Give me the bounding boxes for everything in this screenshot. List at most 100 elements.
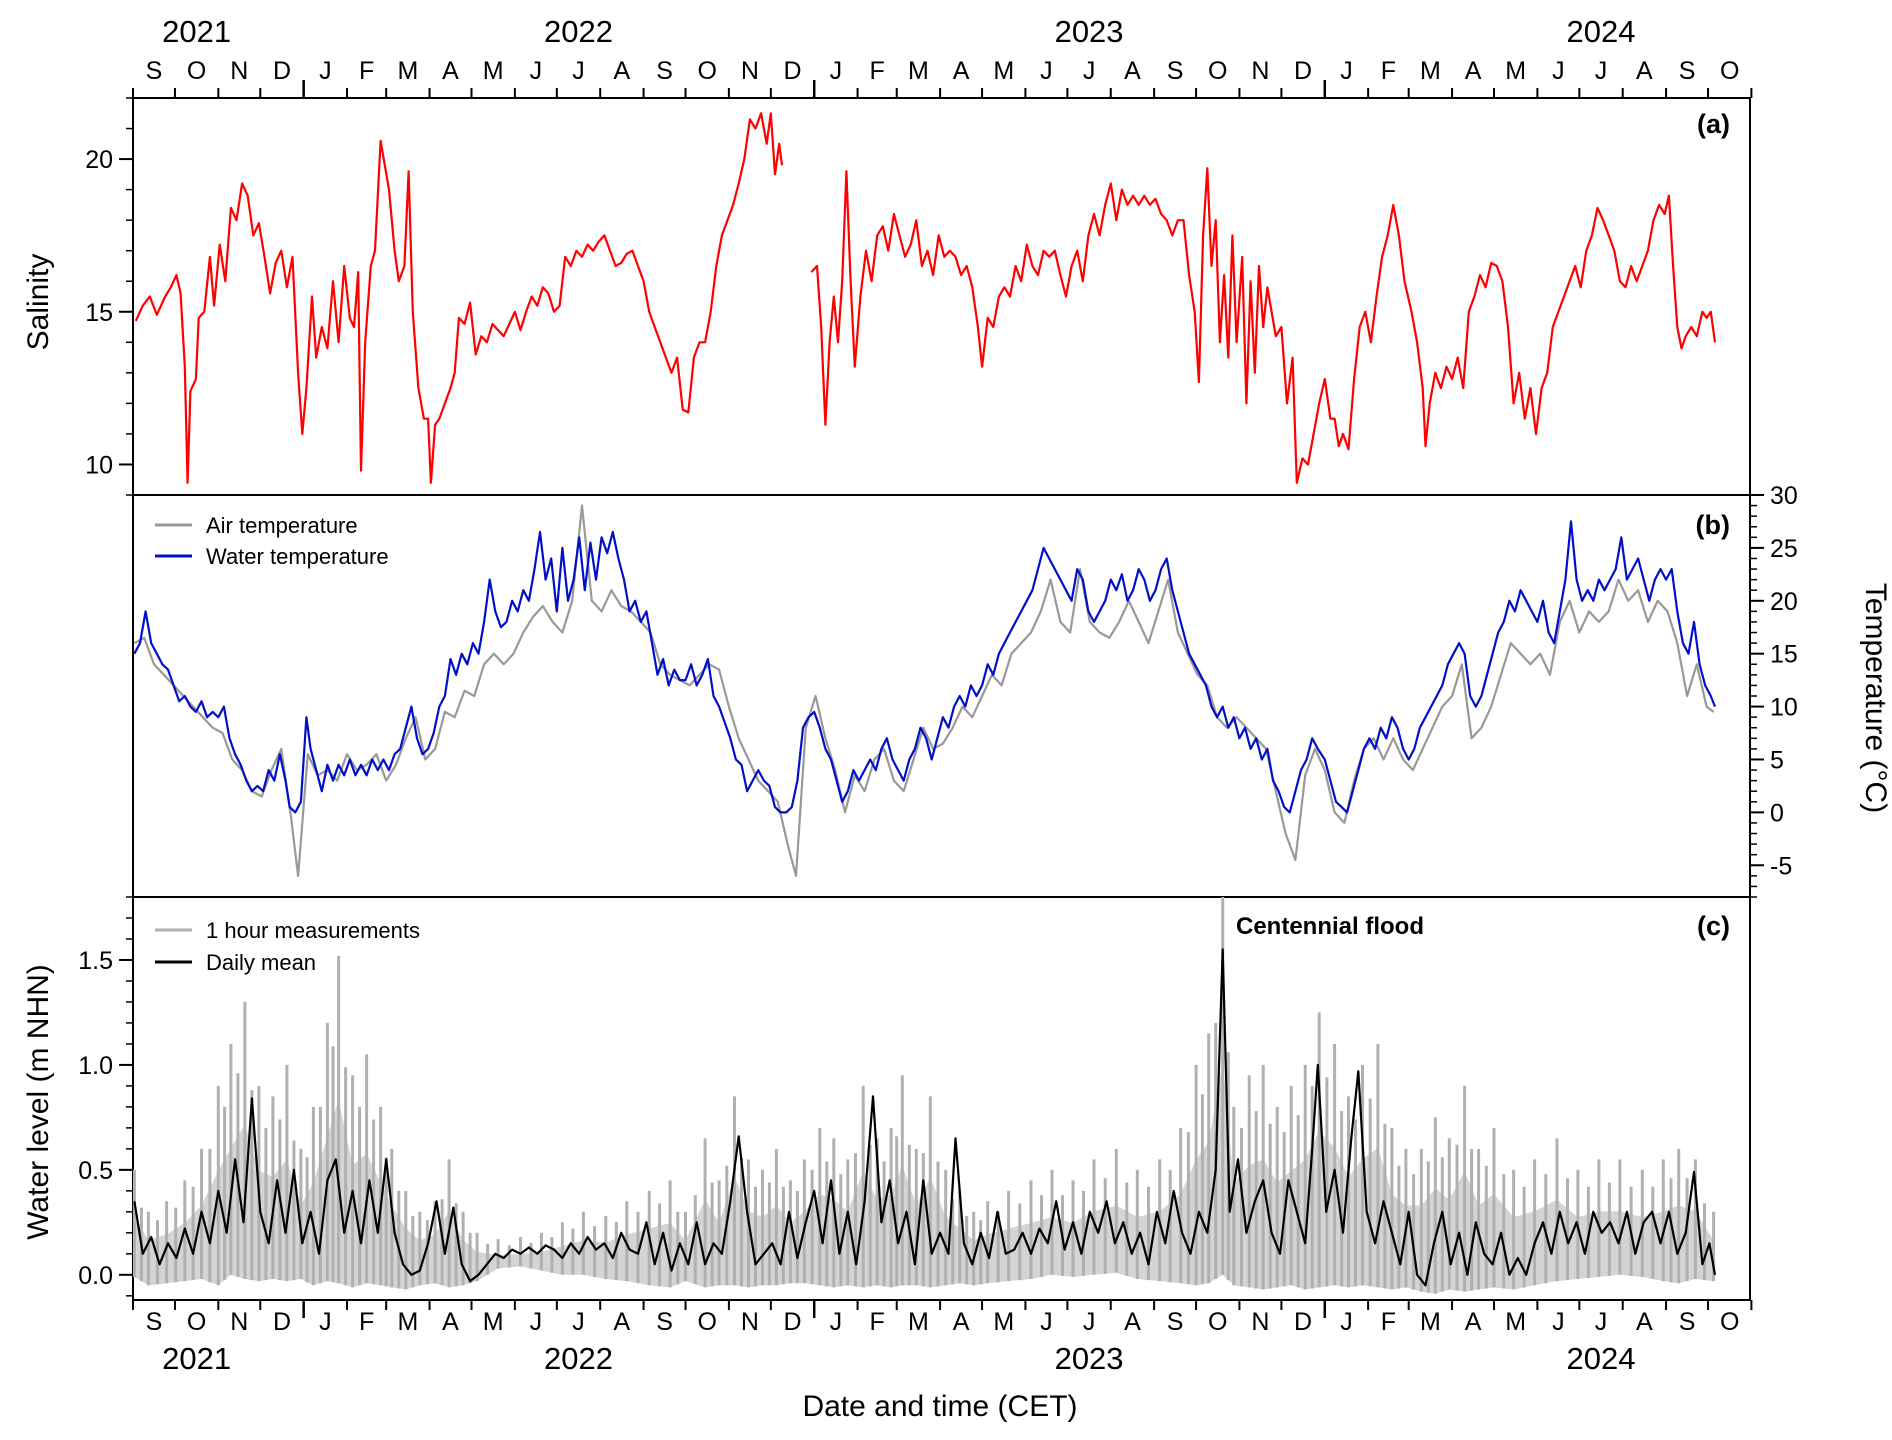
series-salinity-line: [134, 112, 1717, 484]
x-month-label-top: J: [830, 57, 843, 85]
x-month-label-top: O: [1720, 57, 1739, 85]
x-month-label-top: A: [614, 57, 631, 85]
x-month-label-bottom: M: [908, 1308, 929, 1336]
y-tick-label-b: 10: [1770, 694, 1798, 722]
x-month-label-bottom: J: [530, 1308, 543, 1336]
x-year-label-bottom: 2023: [1055, 1341, 1124, 1376]
x-month-label-bottom: J: [1595, 1308, 1608, 1336]
x-month-label-bottom: J: [830, 1308, 843, 1336]
series-water-temperature-line: [133, 520, 1717, 814]
x-month-label-bottom: M: [483, 1308, 504, 1336]
x-month-label-bottom: A: [442, 1308, 459, 1336]
x-month-label-top: S: [146, 57, 163, 85]
x-month-label-top: J: [1552, 57, 1565, 85]
y-tick-label-c: 0.5: [78, 1157, 113, 1185]
x-month-label-bottom: J: [1083, 1308, 1096, 1336]
x-year-label-bottom: 2022: [544, 1341, 613, 1376]
x-month-label-bottom: O: [1720, 1308, 1739, 1336]
x-month-label-top: N: [230, 57, 248, 85]
x-month-label-top: A: [1636, 57, 1653, 85]
x-month-label-top: O: [187, 57, 206, 85]
x-month-label-bottom: M: [1420, 1308, 1441, 1336]
y-tick-label-a: 15: [85, 299, 113, 327]
panel-frames: [132, 97, 1751, 1301]
x-month-label-bottom: A: [1636, 1308, 1653, 1336]
x-month-label-bottom: N: [1251, 1308, 1269, 1336]
y-axis-title-salinity: Salinity: [22, 254, 55, 351]
x-month-label-top: J: [1040, 57, 1053, 85]
x-month-label-top: J: [319, 57, 332, 85]
x-month-label-bottom: S: [146, 1308, 163, 1336]
x-month-label-bottom: S: [656, 1308, 673, 1336]
x-year-label-top: 2022: [544, 14, 613, 49]
x-month-label-bottom: J: [1340, 1308, 1353, 1336]
x-month-label-bottom: F: [359, 1308, 374, 1336]
panel-b-label: (b): [1696, 510, 1730, 540]
x-month-label-top: A: [442, 57, 459, 85]
x-month-label-bottom: A: [953, 1308, 970, 1336]
y-tick-label-b: 20: [1770, 588, 1798, 616]
annotation-centennial-flood: Centennial flood: [1236, 913, 1424, 940]
legend-water-temperature-label: Water temperature: [206, 544, 389, 569]
x-month-label-bottom: O: [697, 1308, 716, 1336]
x-month-label-bottom: M: [993, 1308, 1014, 1336]
x-month-label-top: F: [870, 57, 885, 85]
x-month-label-top: J: [572, 57, 585, 85]
x-month-label-bottom: D: [783, 1308, 801, 1336]
x-month-label-bottom: N: [230, 1308, 248, 1336]
x-month-label-top: A: [953, 57, 970, 85]
x-month-label-bottom: N: [741, 1308, 759, 1336]
x-month-label-top: N: [1251, 57, 1269, 85]
panel-a-series: [134, 112, 1717, 484]
panel-b-series: [133, 504, 1717, 877]
y-tick-label-a: 20: [85, 146, 113, 174]
x-month-label-bottom: J: [1040, 1308, 1053, 1336]
x-month-label-top: A: [1465, 57, 1482, 85]
x-month-label-top: S: [1167, 57, 1184, 85]
x-month-label-bottom: O: [187, 1308, 206, 1336]
x-month-label-top: A: [1124, 57, 1141, 85]
panel-c-frame: [132, 896, 1751, 1301]
x-month-label-top: J: [1083, 57, 1096, 85]
y-tick-label-c: 0.0: [78, 1262, 113, 1290]
legend-air-temperature-label: Air temperature: [206, 513, 358, 538]
x-month-label-top: M: [1505, 57, 1526, 85]
x-month-label-top: M: [908, 57, 929, 85]
x-month-label-top: D: [273, 57, 291, 85]
legend-water-level: 1 hour measurements Daily mean: [155, 918, 420, 975]
y-tick-label-b: -5: [1770, 852, 1792, 880]
axes: S O N D J F M A M J J A S O N D J F M A M J J A S O N D J F M A M J J A S O20…: [78, 14, 1798, 1376]
x-month-label-bottom: M: [1505, 1308, 1526, 1336]
x-month-label-top: S: [656, 57, 673, 85]
y-axis-title-temperature: Temperature (°C): [1859, 583, 1892, 813]
x-year-label-top: 2023: [1055, 14, 1124, 49]
x-month-label-bottom: J: [572, 1308, 585, 1336]
x-month-label-top: F: [359, 57, 374, 85]
panel-a-frame: [132, 97, 1751, 496]
x-month-label-top: F: [1381, 57, 1396, 85]
legend-daily-mean-label: Daily mean: [206, 950, 316, 975]
x-year-label-top: 2021: [162, 14, 231, 49]
x-month-label-bottom: J: [319, 1308, 332, 1336]
x-month-label-bottom: F: [1381, 1308, 1396, 1336]
x-month-label-top: M: [993, 57, 1014, 85]
panel-c-label: (c): [1697, 911, 1730, 941]
x-month-label-bottom: J: [1552, 1308, 1565, 1336]
legend-temperature: Air temperature Water temperature: [155, 513, 389, 569]
panel-a-label: (a): [1697, 109, 1730, 139]
panel-c-series: [133, 897, 1717, 1294]
y-tick-label-c: 1.5: [78, 947, 113, 975]
x-month-label-top: M: [1420, 57, 1441, 85]
y-tick-label-b: 30: [1770, 482, 1798, 510]
x-month-label-top: D: [1294, 57, 1312, 85]
x-month-label-top: O: [1208, 57, 1227, 85]
y-tick-label-a: 10: [85, 451, 113, 479]
series-1-hour-measurements-band: [134, 1061, 1714, 1294]
series-daily-mean-line: [133, 948, 1717, 1287]
x-month-label-bottom: A: [1465, 1308, 1482, 1336]
legend-hourly-label: 1 hour measurements: [206, 918, 420, 943]
y-tick-label-b: 25: [1770, 535, 1798, 563]
x-month-label-top: J: [1340, 57, 1353, 85]
y-tick-label-c: 1.0: [78, 1052, 113, 1080]
